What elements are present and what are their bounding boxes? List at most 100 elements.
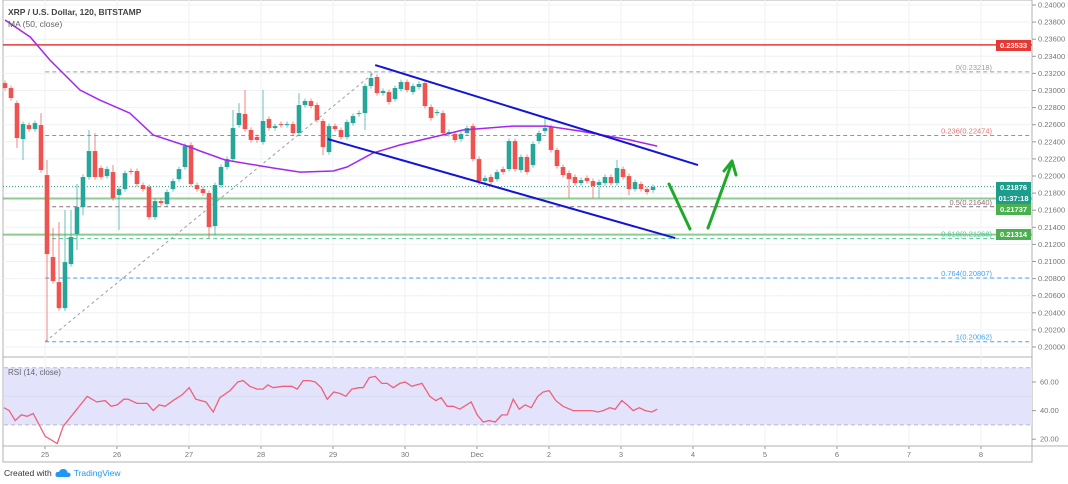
time-tick-label: 2 [547, 450, 551, 459]
price-tick-label: 0.23600 [1038, 35, 1065, 44]
candle-body [2, 83, 8, 89]
candle-body [386, 92, 392, 103]
candle-body [464, 128, 470, 134]
candle-body [530, 144, 536, 166]
candle-body [248, 130, 254, 141]
support-2-price-tag: 0.21314 [996, 229, 1031, 240]
rsi-tick-label: 20.00 [1040, 435, 1059, 444]
candle-body [92, 151, 98, 178]
time-tick-label: 5 [763, 450, 767, 459]
candle-body [458, 134, 464, 140]
candle-body [62, 262, 68, 309]
candle-body [284, 124, 290, 126]
candle-body [614, 168, 620, 184]
candle-body [518, 157, 524, 171]
rsi-tick-label: 40.00 [1040, 406, 1059, 415]
price-tick-label: 0.20200 [1038, 325, 1065, 334]
time-tick-label: 8 [979, 450, 983, 459]
price-tick-label: 0.22200 [1038, 154, 1065, 163]
fibonacci-retracement[interactable]: 0(0.23218) 0.236(0.22474) 0.5(0.21640) 0.61… [44, 63, 1032, 343]
candle-body [266, 119, 272, 129]
price-tick-label: 0.21000 [1038, 257, 1065, 266]
candle-body [20, 124, 26, 140]
candle-body [608, 177, 614, 184]
candle-body [596, 182, 602, 186]
fib-level-label: 0.236(0.22474) [941, 126, 992, 135]
channel-upper-trendline [374, 64, 699, 167]
candle-body [554, 150, 560, 167]
resistance-price-tag: 0.23533 [996, 40, 1031, 51]
price-tick-label: 0.23800 [1038, 18, 1065, 27]
tradingview-cloud-icon [55, 468, 71, 477]
price-tick-label: 0.23200 [1038, 69, 1065, 78]
time-tick-label: 4 [691, 450, 695, 459]
time-tick-label: 3 [619, 450, 623, 459]
candle-body [428, 107, 434, 119]
time-tick-label: 30 [401, 450, 409, 459]
candle-body [536, 133, 542, 142]
candle-body [302, 101, 308, 106]
fib-trend-line [44, 71, 376, 343]
candle-body [572, 177, 578, 184]
candle-body [14, 103, 20, 139]
candle-body [398, 82, 404, 90]
price-tick-label: 0.21800 [1038, 189, 1065, 198]
time-tick-label: Dec [470, 450, 484, 459]
footer: Created with TradingView [4, 468, 121, 478]
candle-body [74, 207, 80, 235]
price-tick-label: 0.20000 [1038, 343, 1065, 352]
ma-legend[interactable]: MA (50, close) [8, 19, 63, 29]
candle-body [242, 114, 248, 130]
candle-body [296, 105, 302, 134]
candle-body [260, 121, 266, 143]
candle-body [524, 157, 530, 173]
time-tick-label: 26 [113, 450, 121, 459]
candle-body [638, 184, 644, 190]
candle-body [98, 168, 104, 178]
created-with-label: Created with [4, 468, 52, 478]
candle-body [206, 193, 212, 228]
candle-body [182, 146, 188, 168]
price-tick-label: 0.20400 [1038, 308, 1065, 317]
price-tick-label: 0.20600 [1038, 291, 1065, 300]
bar-countdown: 01:37:18 [996, 193, 1031, 204]
candle-body [410, 86, 416, 93]
candle-body [230, 128, 236, 160]
price-tick-label: 0.21600 [1038, 206, 1065, 215]
candle-body [104, 169, 110, 177]
axes: 0.24000 0.23800 0.23600 0.23400 0.23200 0.230… [41, 1, 1065, 460]
candle-body [86, 151, 92, 178]
candle-body [434, 112, 440, 114]
candle-body [26, 125, 32, 130]
candle-body [542, 128, 548, 132]
candle-body [128, 171, 134, 173]
trendlines[interactable] [327, 64, 699, 240]
candle-body [338, 130, 344, 138]
candle-body [476, 159, 482, 182]
rsi-line [3, 375, 658, 445]
fib-level-label: 0.764(0.20807) [941, 269, 992, 278]
candle-body [374, 76, 380, 94]
time-tick-label: 29 [329, 450, 337, 459]
candle-body [38, 125, 44, 171]
candle-body [308, 101, 314, 107]
candle-body [644, 189, 650, 193]
candle-body [452, 134, 458, 141]
tradingview-link[interactable]: TradingView [73, 468, 121, 478]
candle-body [590, 181, 596, 187]
candle-body [32, 123, 38, 130]
fib-level-label: 0.5(0.21640) [949, 198, 992, 207]
candle-body [170, 181, 176, 190]
candle-body [632, 182, 638, 190]
rsi-legend[interactable]: RSI (14, close) [8, 368, 61, 377]
arrow-down-stroke [667, 182, 692, 231]
candle-body [50, 257, 56, 282]
time-tick-label: 27 [185, 450, 193, 459]
candle-body [158, 201, 164, 204]
forecast-arrow [667, 159, 738, 231]
fib-level-label: 1(0.20062) [956, 333, 993, 342]
price-tick-label: 0.24000 [1038, 1, 1065, 10]
candle-body [140, 185, 146, 190]
time-tick-label: 6 [835, 450, 839, 459]
